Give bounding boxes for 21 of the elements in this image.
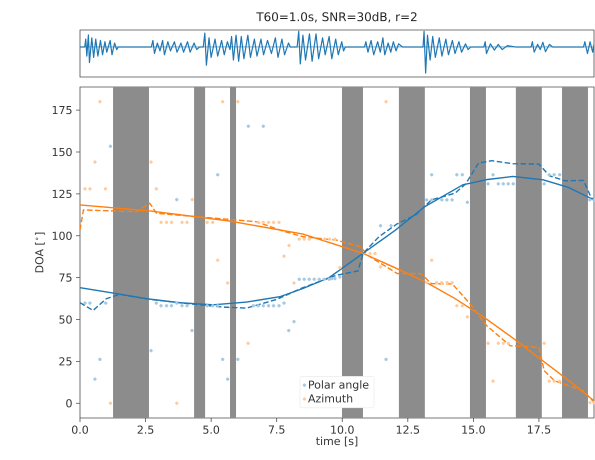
x-tick-label: 17.5: [528, 426, 550, 434]
y-tick-label: 150: [52, 148, 72, 156]
legend-label: Polar angle: [309, 380, 368, 391]
legend-label: Azimuth: [308, 394, 352, 403]
y-tick-label: 100: [52, 232, 72, 240]
x-tick-label: 7.5: [268, 426, 284, 434]
y-tick-label: 50: [59, 315, 72, 324]
x-tick-label: 15.0: [462, 426, 485, 434]
x-axis-title: time [s]: [316, 436, 358, 446]
x-tick-label: 10.0: [331, 426, 354, 434]
y-tick-label: 125: [52, 190, 72, 198]
x-tick-label: 12.5: [396, 426, 420, 434]
chart-title: T60=1.0s, SNR=30dB, r=2: [256, 12, 416, 22]
y-tick-label: 25: [59, 357, 72, 366]
y-tick-label: 0: [66, 399, 72, 408]
y-tick-label: 75: [59, 274, 72, 282]
x-tick-label: 0.0: [72, 426, 88, 434]
y-tick-label: 175: [52, 106, 72, 114]
x-tick-label: 5.0: [203, 426, 220, 434]
x-tick-label: 2.5: [138, 426, 154, 434]
y-axis-title: DOA [$^{∘}$]: [34, 232, 45, 272]
